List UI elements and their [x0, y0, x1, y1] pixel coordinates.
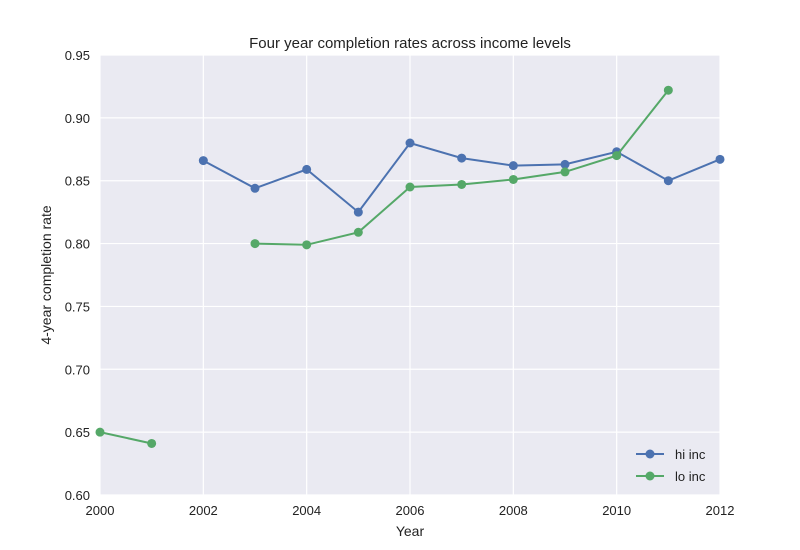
- x-tick-label: 2000: [86, 503, 115, 518]
- x-tick-label: 2012: [706, 503, 735, 518]
- data-point-lo-inc: [612, 151, 622, 161]
- y-tick-label: 0.60: [65, 488, 90, 503]
- series-lo-inc: [95, 85, 673, 448]
- data-point-hi-inc: [508, 161, 518, 171]
- y-tick-label: 0.90: [65, 111, 90, 126]
- data-point-hi-inc: [405, 138, 415, 148]
- data-point-lo-inc: [457, 179, 467, 189]
- y-tick-label: 0.95: [65, 48, 90, 63]
- data-point-hi-inc: [198, 156, 208, 166]
- legend-label: lo inc: [675, 469, 706, 484]
- data-point-lo-inc: [663, 85, 673, 95]
- x-tick-label: 2010: [602, 503, 631, 518]
- data-point-lo-inc: [147, 438, 157, 448]
- legend-swatch-marker: [645, 471, 655, 481]
- y-tick-label: 0.85: [65, 174, 90, 189]
- y-tick-label: 0.75: [65, 299, 90, 314]
- x-tick-label: 2006: [396, 503, 425, 518]
- data-point-lo-inc: [250, 239, 260, 249]
- x-tick-label: 2008: [499, 503, 528, 518]
- y-tick-label: 0.65: [65, 425, 90, 440]
- data-point-hi-inc: [663, 176, 673, 186]
- data-point-lo-inc: [560, 167, 570, 177]
- series-layer: [95, 85, 725, 448]
- data-point-hi-inc: [560, 159, 570, 169]
- data-point-lo-inc: [508, 174, 518, 184]
- tick-labels: 2000 2002 2004 2006 2008 2010 2012 0.60 0.65 0.70…: [65, 48, 735, 518]
- data-point-lo-inc: [353, 227, 363, 237]
- y-axis-label: 4-year completion rate: [38, 205, 54, 345]
- data-point-hi-inc: [457, 153, 467, 163]
- data-point-hi-inc: [353, 207, 363, 217]
- x-axis-label: Year: [396, 523, 425, 539]
- legend-item-lo-inc: lo inc: [636, 469, 706, 484]
- y-tick-label: 0.80: [65, 237, 90, 252]
- y-tick-label: 0.70: [65, 362, 90, 377]
- x-tick-label: 2002: [189, 503, 218, 518]
- legend-swatch-marker: [645, 449, 655, 459]
- data-point-lo-inc: [405, 182, 415, 192]
- series-line-lo-inc: [99, 431, 152, 445]
- legend-label: hi inc: [675, 447, 706, 462]
- series-hi-inc: [198, 138, 725, 217]
- x-tick-label: 2004: [292, 503, 321, 518]
- data-point-lo-inc: [95, 427, 105, 437]
- data-point-hi-inc: [302, 164, 312, 174]
- data-point-lo-inc: [302, 240, 312, 250]
- chart-title: Four year completion rates across income…: [249, 35, 571, 52]
- legend-item-hi-inc: hi inc: [636, 447, 706, 462]
- data-point-hi-inc: [715, 154, 725, 164]
- data-point-hi-inc: [250, 183, 260, 193]
- grid: [99, 54, 721, 496]
- legend: hi inc lo inc: [636, 447, 706, 484]
